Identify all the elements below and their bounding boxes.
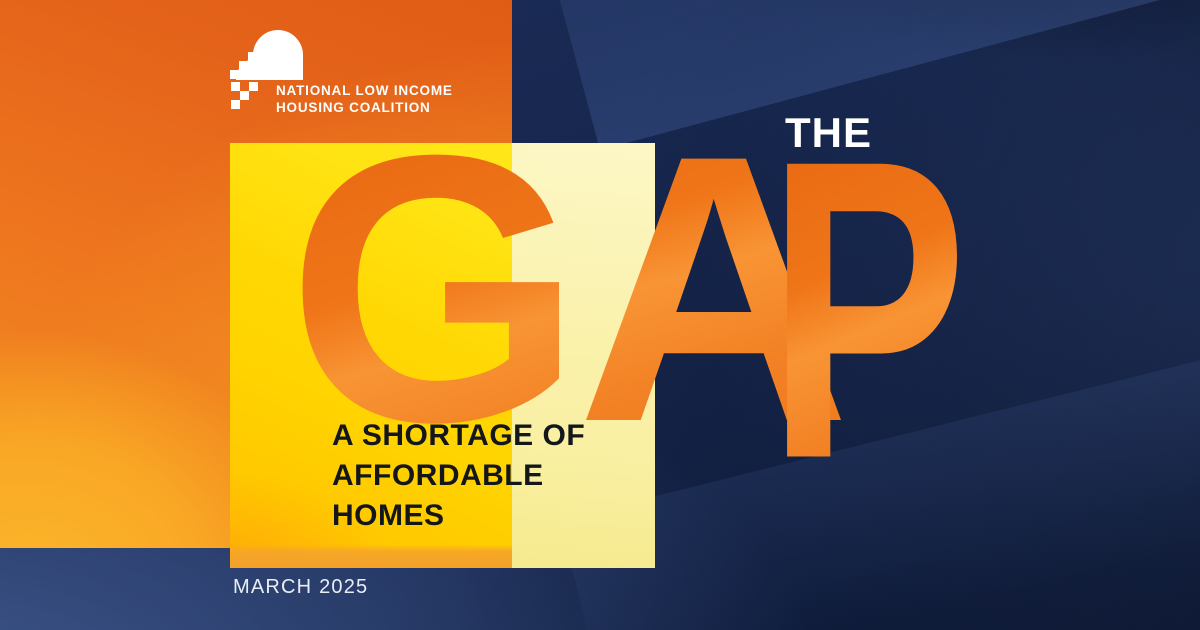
subtitle-line1: A SHORTAGE OF [332,419,586,452]
title-word-ga: GA [287,76,851,501]
title-kicker: THE [785,109,872,156]
yellow-square-gold-half [230,143,512,568]
pixel-house-logo-icon [222,30,304,110]
subtitle-line2: AFFORDABLE [332,459,544,492]
title-word-p: P [767,71,968,548]
yellow-square [230,143,655,568]
org-name: NATIONAL LOW INCOME HOUSING COALITION [276,83,453,116]
publication-date: MARCH 2025 [233,576,369,598]
org-name-line2: HOUSING COALITION [276,99,431,115]
yellow-square-cream-half [512,143,655,568]
report-subtitle: A SHORTAGE OF AFFORDABLE HOMES [332,416,585,536]
org-name-line1: NATIONAL LOW INCOME [276,83,453,98]
subtitle-line3: HOMES [332,499,445,532]
